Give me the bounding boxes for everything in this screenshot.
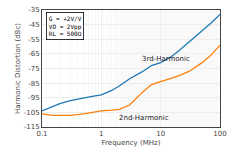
svg-text:-35: -35 (28, 6, 39, 14)
svg-text:-115: -115 (24, 123, 40, 131)
svg-text:100: 100 (213, 130, 226, 138)
svg-text:Frequency (MHz): Frequency (MHz) (102, 139, 161, 147)
svg-text:-95: -95 (28, 94, 39, 102)
svg-text:2nd-Harmonic: 2nd-Harmonic (119, 114, 169, 122)
svg-text:-105: -105 (24, 109, 40, 117)
svg-text:-75: -75 (28, 65, 39, 73)
svg-text:-55: -55 (28, 36, 39, 44)
svg-text:1: 1 (99, 130, 103, 138)
svg-text:-45: -45 (28, 21, 39, 29)
svg-text:G = +2V/VVO = 2VppRL = 500Ω: G = +2V/VVO = 2VppRL = 500Ω (49, 15, 82, 38)
svg-text:-65: -65 (28, 50, 39, 58)
svg-text:Harmonic Distortion (dBc): Harmonic Distortion (dBc) (14, 23, 22, 114)
svg-text:10: 10 (156, 130, 165, 138)
svg-text:3rd-Harmonic: 3rd-Harmonic (142, 55, 190, 63)
svg-text:0.1: 0.1 (36, 130, 47, 138)
svg-text:-85: -85 (28, 80, 39, 88)
